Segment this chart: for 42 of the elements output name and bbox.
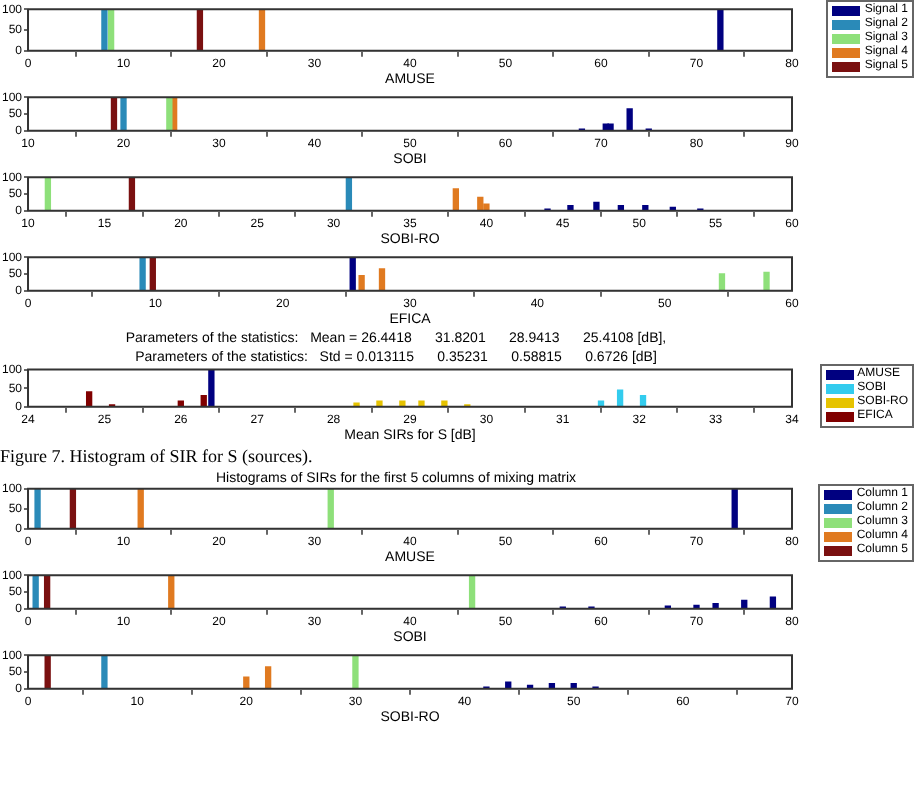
- bar: [358, 275, 365, 291]
- bar: [468, 575, 476, 609]
- bar: [607, 123, 614, 131]
- caption: Figure 7. Histogram of SIR for S (sources).: [0, 444, 315, 468]
- bar: [110, 97, 118, 131]
- bar: [639, 394, 647, 407]
- bar: [128, 177, 136, 211]
- bar: [593, 201, 600, 211]
- bar: [718, 273, 726, 291]
- bar: [452, 188, 460, 211]
- bar: [44, 655, 51, 689]
- bar: [376, 400, 383, 407]
- bar: [139, 257, 146, 291]
- bar: [712, 603, 719, 609]
- bar: [168, 575, 175, 609]
- bar: [567, 205, 574, 211]
- bar: [505, 681, 512, 689]
- bar: [264, 666, 272, 689]
- bar: [352, 655, 359, 689]
- bar: [345, 177, 353, 211]
- bar: [378, 268, 386, 291]
- bar: [763, 271, 770, 291]
- bar: [399, 400, 406, 407]
- bar: [32, 575, 39, 609]
- bar: [43, 575, 51, 609]
- bar: [208, 369, 215, 407]
- bar: [418, 400, 425, 407]
- bar: [200, 394, 207, 407]
- bar: [441, 400, 448, 407]
- bar: [626, 108, 633, 131]
- bar: [243, 676, 250, 689]
- bar: [120, 97, 127, 131]
- bar: [166, 97, 173, 131]
- bar: [85, 391, 93, 407]
- bar: [477, 196, 484, 211]
- bar: [149, 257, 156, 291]
- bar: [101, 655, 108, 689]
- bar: [483, 203, 490, 211]
- bar: [44, 177, 52, 211]
- bar: [616, 389, 624, 407]
- bar: [349, 257, 356, 291]
- bar: [769, 596, 777, 609]
